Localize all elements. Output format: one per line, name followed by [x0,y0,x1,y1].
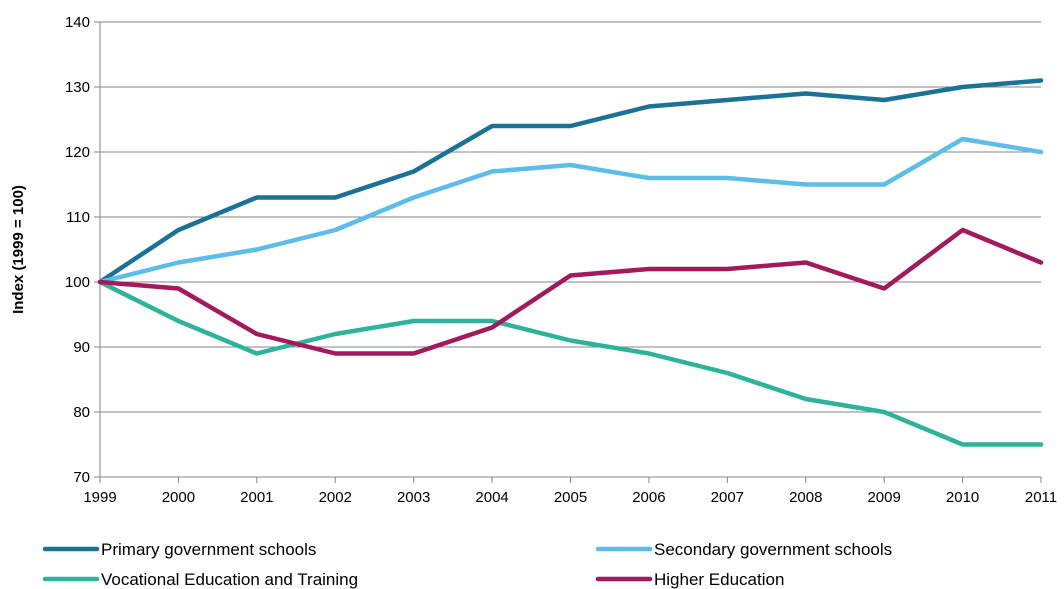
gridlines [100,21,1041,413]
legend-label: Vocational Education and Training [101,570,358,589]
legend-label: Primary government schools [101,540,316,559]
x-tick-label: 1999 [83,489,116,506]
x-tick-label: 2002 [319,489,352,506]
x-tick-label: 2006 [632,489,665,506]
series-line-0 [97,78,1044,285]
x-tick-label: 2000 [162,489,195,506]
series-line-3 [97,227,1044,356]
x-tick-label: 2010 [946,489,979,506]
series-line-1 [97,136,1044,285]
y-tick-label: 140 [65,14,90,31]
y-tick-label: 110 [66,209,90,226]
x-tick-label: 2004 [475,489,508,506]
series-lines [97,78,1044,447]
y-tick-label: 80 [73,404,90,421]
y-tick-label: 90 [73,339,90,356]
legend-label: Secondary government schools [654,540,892,559]
series-line-2 [97,279,1044,447]
y-tick-label: 70 [73,469,90,486]
x-tick-label: 2005 [554,489,587,506]
x-tick-label: 2011 [1025,489,1057,506]
x-tick-label: 2009 [867,489,900,506]
y-axis-title: Index (1999 = 100) [10,185,27,314]
y-tick-label: 120 [65,144,90,161]
legend: Primary government schools Secondary gove… [42,540,892,589]
y-axis-ticks: 70 80 90 100 110 120 130 140 [65,14,100,486]
x-tick-label: 2007 [711,489,744,506]
x-tick-label: 2003 [397,489,430,506]
x-tick-label: 2001 [240,489,273,506]
x-tick-label: 2008 [789,489,822,506]
legend-label: Higher Education [654,570,784,589]
x-axis-ticks: 1999 2000 2001 2002 2003 2004 2005 2006 2007 2008… [83,477,1057,506]
y-tick-label: 130 [65,79,90,96]
y-tick-label: 100 [65,274,90,291]
